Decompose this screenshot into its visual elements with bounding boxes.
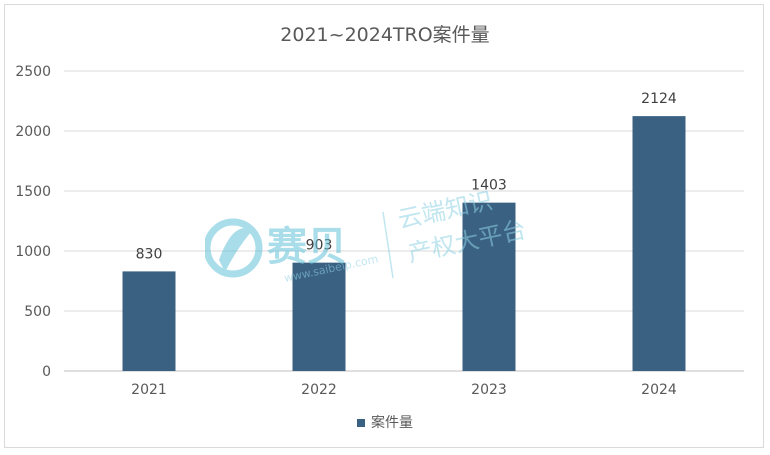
bar-2021 <box>122 271 176 371</box>
legend: 案件量 <box>0 412 770 432</box>
x-tick-label: 2021 <box>131 382 167 398</box>
bar-2022 <box>292 262 346 371</box>
y-tick-label: 2000 <box>15 124 51 140</box>
data-label: 2124 <box>641 91 677 107</box>
data-label: 903 <box>306 238 333 254</box>
watermark-graphic: 赛贝 www.saibeip.com 云端知识 产权大平台 <box>205 190 529 285</box>
data-label: 830 <box>136 246 163 262</box>
y-tick-label: 500 <box>24 304 51 320</box>
legend-swatch <box>357 419 365 427</box>
x-tick-label: 2024 <box>641 382 677 398</box>
y-tick-label: 2500 <box>15 64 51 80</box>
y-tick-label: 0 <box>42 364 51 380</box>
watermark-logo-icon <box>205 218 263 278</box>
data-label: 1403 <box>471 178 507 194</box>
bar-2023 <box>462 202 516 371</box>
x-tick-label: 2023 <box>471 382 507 398</box>
legend-label: 案件量 <box>371 415 413 431</box>
chart-title: 2021~2024TRO案件量 <box>280 24 490 46</box>
y-tick-label: 1000 <box>15 244 51 260</box>
watermark-brand: 赛贝 <box>267 224 347 270</box>
bar-2024 <box>632 116 686 372</box>
x-tick-label: 2022 <box>301 382 337 398</box>
y-tick-label: 1500 <box>15 184 51 200</box>
